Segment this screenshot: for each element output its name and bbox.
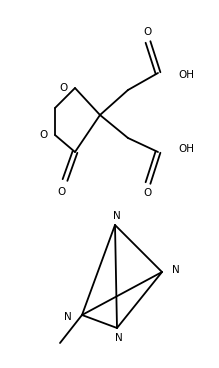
Text: OH: OH: [178, 144, 194, 154]
Text: O: O: [39, 130, 47, 140]
Text: N: N: [64, 312, 72, 322]
Text: N: N: [115, 333, 123, 343]
Text: OH: OH: [178, 70, 194, 80]
Text: O: O: [144, 27, 152, 37]
Text: O: O: [57, 187, 65, 197]
Text: O: O: [59, 83, 67, 93]
Text: N: N: [113, 211, 121, 221]
Text: N: N: [172, 265, 180, 275]
Text: O: O: [144, 188, 152, 198]
